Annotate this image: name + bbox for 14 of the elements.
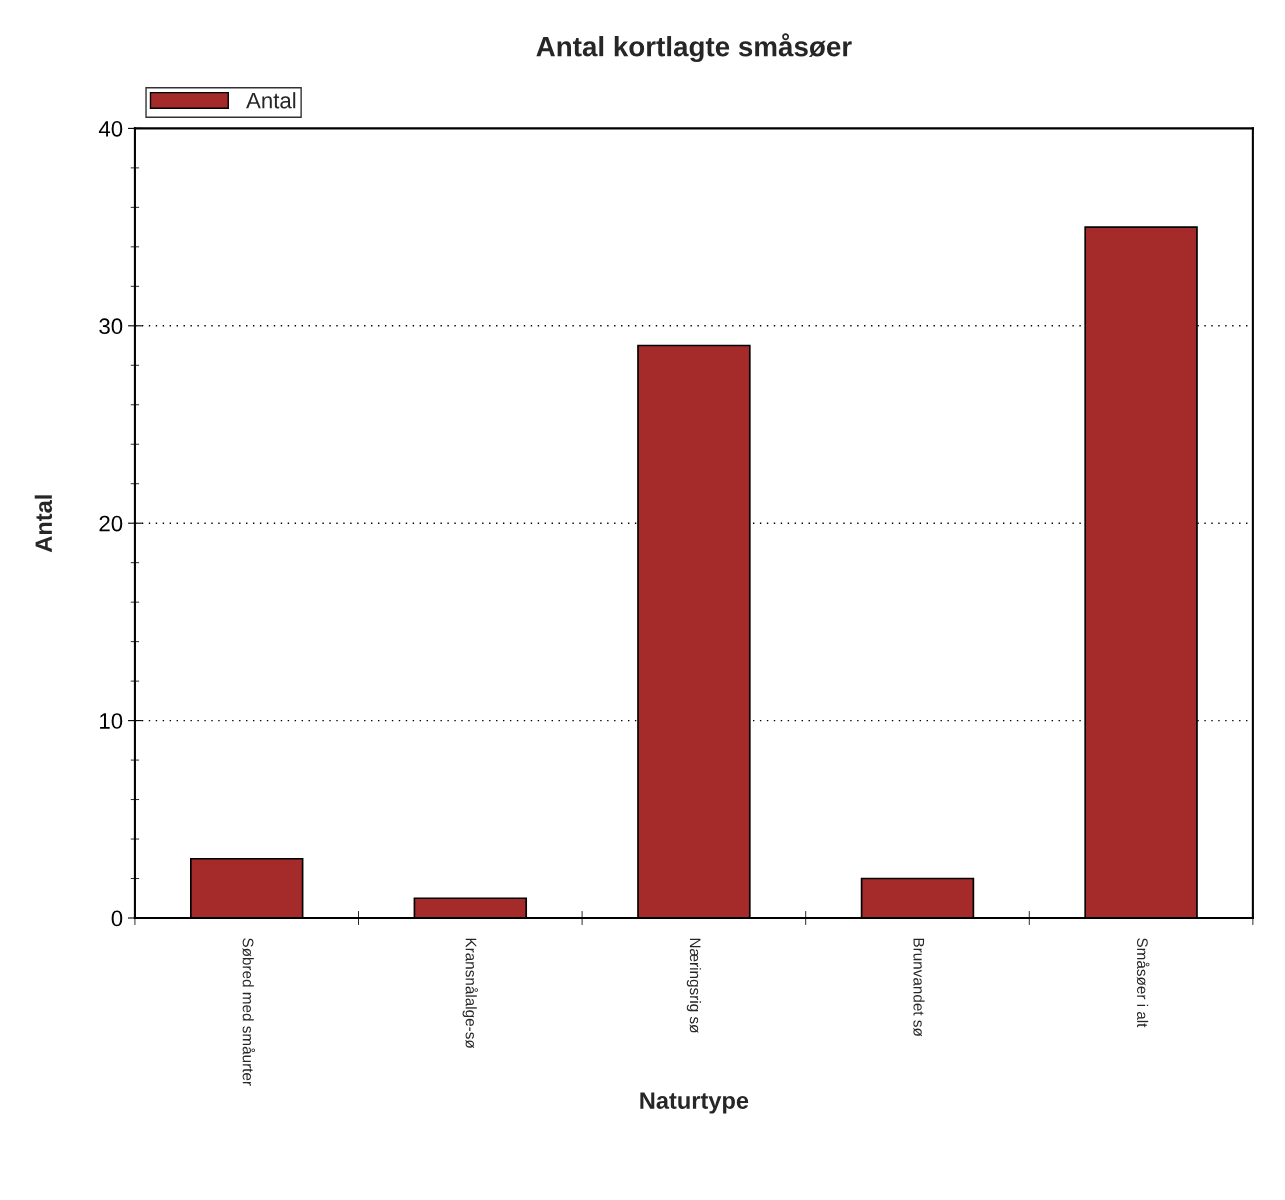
y-tick-label: 40 (98, 120, 123, 137)
y-tick-label: 10 (100, 713, 123, 729)
x-axis-title: Naturtype (640, 1092, 749, 1114)
x-tick-label: Kransnålalge-sø (462, 938, 479, 1049)
legend-label: Antal (246, 92, 296, 109)
x-tick-label: Brunvandet sø (913, 938, 925, 1037)
x-tick-label: Næringsrig sø (686, 938, 702, 1034)
chart-title: Antal kortlagte småsøer (536, 33, 852, 63)
x-tick-label: Småsøer i alt (1136, 938, 1150, 1028)
x-tick-label: Søbred med småurter (242, 938, 256, 1086)
y-tick-label: 30 (99, 318, 123, 335)
y-tick-label: 0 (111, 910, 123, 927)
y-axis-title: Antal (34, 495, 53, 553)
y-tick-label: 20 (99, 515, 123, 532)
